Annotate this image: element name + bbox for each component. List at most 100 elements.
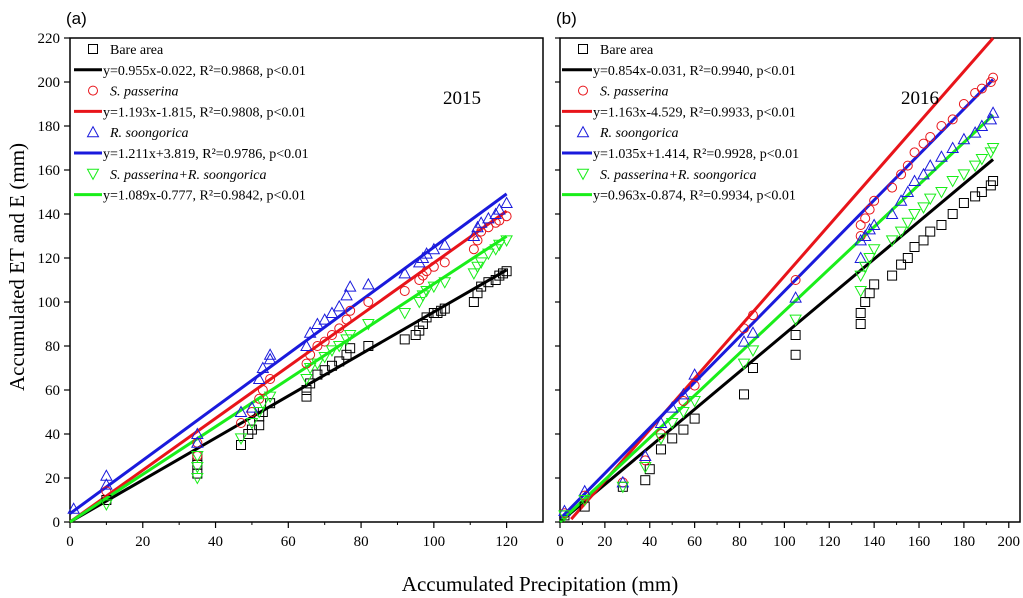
panel-a-bare-point: [399, 334, 410, 345]
panel-a-y-tick-label: 160: [38, 163, 61, 179]
panel-a-mix-point: [252, 407, 266, 419]
panel-a-mix-point: [474, 257, 488, 269]
panel-b-mix-point: [894, 226, 908, 239]
panel-a-rs-point: [471, 220, 484, 233]
panel-b-sp-point: [678, 396, 689, 406]
panel-b-rs-point: [975, 119, 989, 131]
panel-a-bare-point: [301, 391, 312, 402]
panel-b-x-tick-label: 0: [556, 534, 564, 550]
panel-b-sp-point: [909, 147, 920, 158]
panel-b-sp-point: [855, 220, 866, 230]
panel-a-y-tick-label: 0: [53, 515, 61, 531]
panel-b-x-tick-label: 40: [642, 534, 657, 550]
panel-a-rs-point: [438, 238, 452, 250]
panel-a-bare-fit-line: [69, 268, 508, 524]
panel-b-sp-point: [747, 310, 758, 321]
panel-b-bare-point: [988, 176, 999, 186]
panel-b-bare-point: [947, 209, 958, 219]
panel-a-mix-point: [100, 499, 113, 511]
panel-b-legend-mix-equation: y=0.963x-0.874, R²=0.9934, p<0.01: [593, 189, 796, 204]
x-axis-title: Accumulated Precipitation (mm): [402, 572, 678, 596]
panel-b-tag: (b): [556, 9, 577, 28]
panel-b-rs-point: [654, 416, 668, 428]
panel-a-mix-point: [300, 374, 313, 386]
panel-b-mix-fit-line: [558, 113, 995, 524]
panel-b-sp-point: [936, 121, 947, 131]
panel-a-legend-bare-equation: y=0.955x-0.022, R²=0.9868, p<0.01: [103, 64, 306, 79]
panel-a-x-tick-label: 60: [281, 534, 296, 550]
panel-b-mix-point: [746, 345, 760, 357]
panel-a-rs-point: [474, 216, 488, 228]
panel-b-rs-point: [665, 401, 679, 413]
panel-b-bare-point: [655, 444, 666, 455]
panel-b-mix-point: [923, 193, 937, 206]
panel-a-bare-point: [345, 343, 356, 354]
panel-a-rs-point: [252, 372, 266, 384]
panel-b-sp-point: [860, 213, 871, 224]
panel-a-bare-point: [436, 305, 447, 316]
panel-a-mix-point: [303, 363, 317, 375]
panel-b-legend-rs-equation: y=1.035x+1.414, R²=0.9928, p<0.01: [593, 147, 799, 162]
panel-a-rs-point: [303, 326, 317, 338]
panel-a-sp-point: [428, 261, 439, 272]
panel-a-x-tick-label: 40: [208, 534, 223, 550]
panel-a-mix-point: [263, 391, 277, 404]
panel-a-mix-point: [191, 462, 204, 474]
panel-b-bare-point: [678, 424, 689, 435]
panel-a-sp-point: [399, 286, 410, 296]
panel-a-mix-point: [332, 341, 346, 353]
panel-b-legend-sp-marker: [578, 85, 588, 96]
panel-b-mix-point: [854, 286, 868, 298]
panel-a-sp-point: [334, 323, 345, 334]
panel-b-bare-point: [918, 235, 929, 246]
panel-a-bare-point: [501, 266, 512, 277]
panel-b-mix-point: [654, 433, 668, 445]
panel-a-mix-point: [362, 319, 375, 331]
panel-b-mix-point: [917, 202, 930, 214]
panel-a-rs-point: [318, 313, 332, 325]
panel-b-legend-mix-name: S. passerina+R. soongorica: [600, 168, 756, 183]
panel-b-frame: [559, 37, 1021, 523]
panel-a-rs-fit-line: [69, 192, 508, 515]
panel-a-y-tick-label: 200: [38, 75, 61, 91]
panel-b-mix-point: [677, 407, 690, 419]
panel-b-bare-point: [855, 319, 866, 329]
panel-a-mix-point: [343, 330, 357, 342]
panel-a-bare-point: [468, 297, 479, 307]
panel-a-rs-point: [256, 361, 270, 373]
panel-b-mix-point: [854, 270, 868, 283]
panel-b-mix-point: [986, 143, 1000, 155]
panel-b-mix-point: [863, 253, 877, 265]
panel-b-mix-point: [858, 261, 872, 274]
panel-b-mix-point: [867, 244, 881, 256]
panel-a-sp-point: [101, 486, 112, 497]
panel-b-legend-bare-name: Bare area: [600, 43, 654, 58]
panel-a-mix-point: [427, 281, 441, 294]
panel-a-rs-point: [67, 502, 80, 514]
panel-b-mix-point: [578, 495, 592, 507]
panel-a-sp-point: [363, 297, 374, 307]
panel-a-rs-point: [500, 196, 513, 208]
panel-a-mix-point: [482, 248, 495, 261]
panel-a-rs-point: [482, 211, 495, 224]
panel-a-rs-point: [489, 207, 503, 219]
panel-b-rs-point: [885, 207, 899, 219]
panel-b-bare-point: [976, 187, 987, 197]
panel-b-rs-point: [638, 449, 652, 461]
panel-b-mix-point: [885, 235, 899, 247]
panel-b-mix-point: [688, 396, 701, 408]
panel-a-rs-point: [416, 251, 430, 263]
panel-a-legend-rs-name: R. soongorica: [109, 126, 189, 141]
panel-a-rs-point: [467, 229, 481, 241]
panel-a-tag: (a): [66, 9, 87, 28]
panel-b-mix-point: [957, 169, 971, 181]
panel-b-rs-point: [946, 141, 960, 153]
panel-b-sp-point: [988, 72, 999, 83]
panel-a-legend-sp-name: S. passerina: [110, 85, 178, 100]
panel-b-mix-point: [558, 510, 571, 522]
panel-b-x-tick-label: 80: [732, 534, 747, 550]
panel-a-mix-point: [256, 398, 270, 410]
panel-b-sp-point: [864, 204, 875, 215]
panel-b-mix-point: [616, 481, 630, 494]
panel-b-x-tick-label: 160: [908, 534, 931, 550]
